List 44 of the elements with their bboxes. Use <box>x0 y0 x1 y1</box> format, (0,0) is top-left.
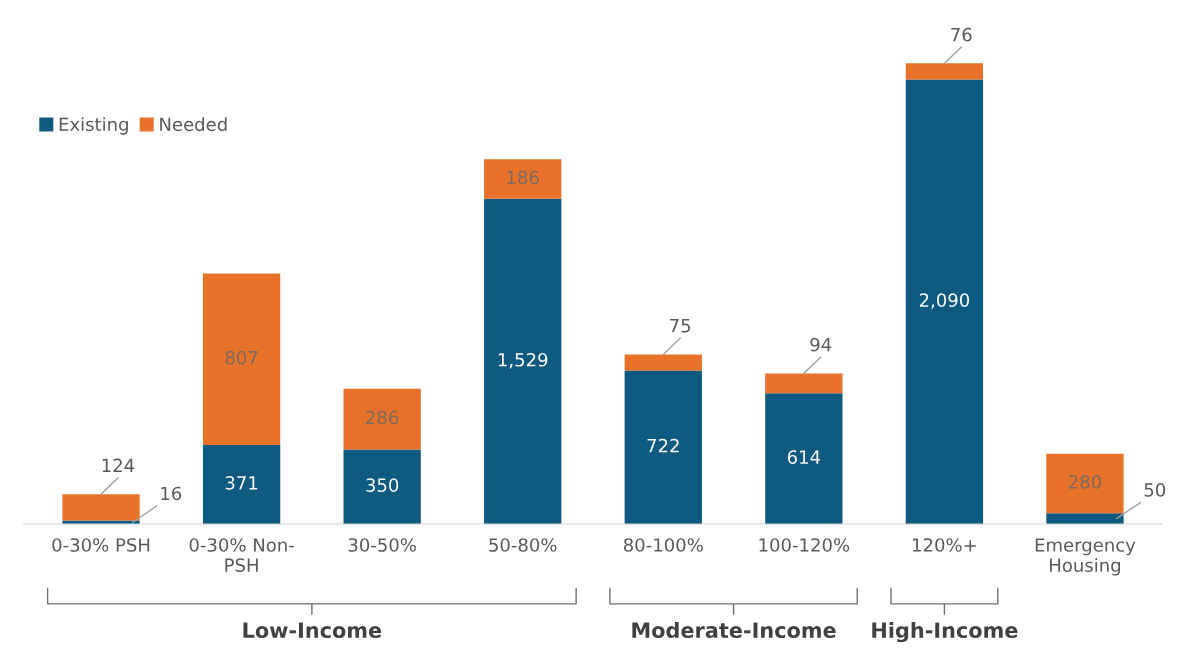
data-label: 350 <box>366 478 399 492</box>
x-tick-label: 100-120% <box>759 538 850 552</box>
data-label: 76 <box>951 27 972 42</box>
text: High-Income <box>872 621 1018 643</box>
data-label: 94 <box>810 337 832 352</box>
bar <box>484 198 562 524</box>
data-label: 50 <box>1144 483 1166 497</box>
bar <box>202 445 281 524</box>
text: Moderate-Income <box>632 621 836 639</box>
bar <box>624 354 702 371</box>
bar <box>765 393 843 524</box>
bar <box>624 370 702 524</box>
data-label: 16 <box>161 486 182 501</box>
legend-label: Existing <box>59 117 128 135</box>
text: Low-Income <box>243 622 382 639</box>
data-label: 75 <box>670 319 691 333</box>
bar <box>765 373 843 394</box>
x-tick-label: 30-50% <box>348 538 416 552</box>
data-label: 2,090 <box>919 293 970 309</box>
data-label: 614 <box>787 450 821 464</box>
x-tick-label: Emergency Housing <box>1035 538 1136 576</box>
legend-label: Needed <box>160 117 227 132</box>
data-label: 286 <box>366 410 399 425</box>
x-tick-label: 50-80% <box>489 538 557 552</box>
x-tick-label: 80-100% <box>623 538 703 552</box>
bar <box>484 159 562 199</box>
bar <box>905 63 984 80</box>
data-label: 186 <box>507 170 539 185</box>
bar <box>202 273 281 446</box>
bar <box>343 449 421 524</box>
data-label: 124 <box>102 458 135 472</box>
bar <box>905 79 984 524</box>
x-tick-label: 120%+ <box>913 538 976 552</box>
data-label: 280 <box>1069 475 1101 489</box>
data-label: 1,529 <box>498 352 548 369</box>
bar <box>343 388 421 450</box>
data-label: 371 <box>225 476 258 490</box>
data-label: 807 <box>225 350 258 365</box>
x-tick-label: 0-30% PSH <box>52 538 150 552</box>
bar <box>1046 513 1124 524</box>
bar <box>62 494 140 521</box>
data-label: 722 <box>647 438 679 453</box>
x-tick-label: 0-30% Non- PSH <box>189 538 294 573</box>
bar <box>1046 453 1124 514</box>
